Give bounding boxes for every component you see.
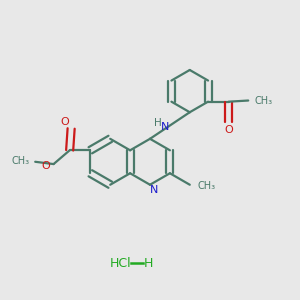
Text: CH₃: CH₃ xyxy=(197,181,215,191)
Text: N: N xyxy=(150,185,159,195)
Text: CH₃: CH₃ xyxy=(254,95,272,106)
Text: HCl: HCl xyxy=(110,257,131,270)
Text: H: H xyxy=(144,257,153,270)
Text: O: O xyxy=(41,160,50,170)
Text: CH₃: CH₃ xyxy=(11,156,29,166)
Text: H: H xyxy=(154,118,162,128)
Text: O: O xyxy=(60,117,69,127)
Text: N: N xyxy=(161,122,169,132)
Text: O: O xyxy=(225,125,233,135)
